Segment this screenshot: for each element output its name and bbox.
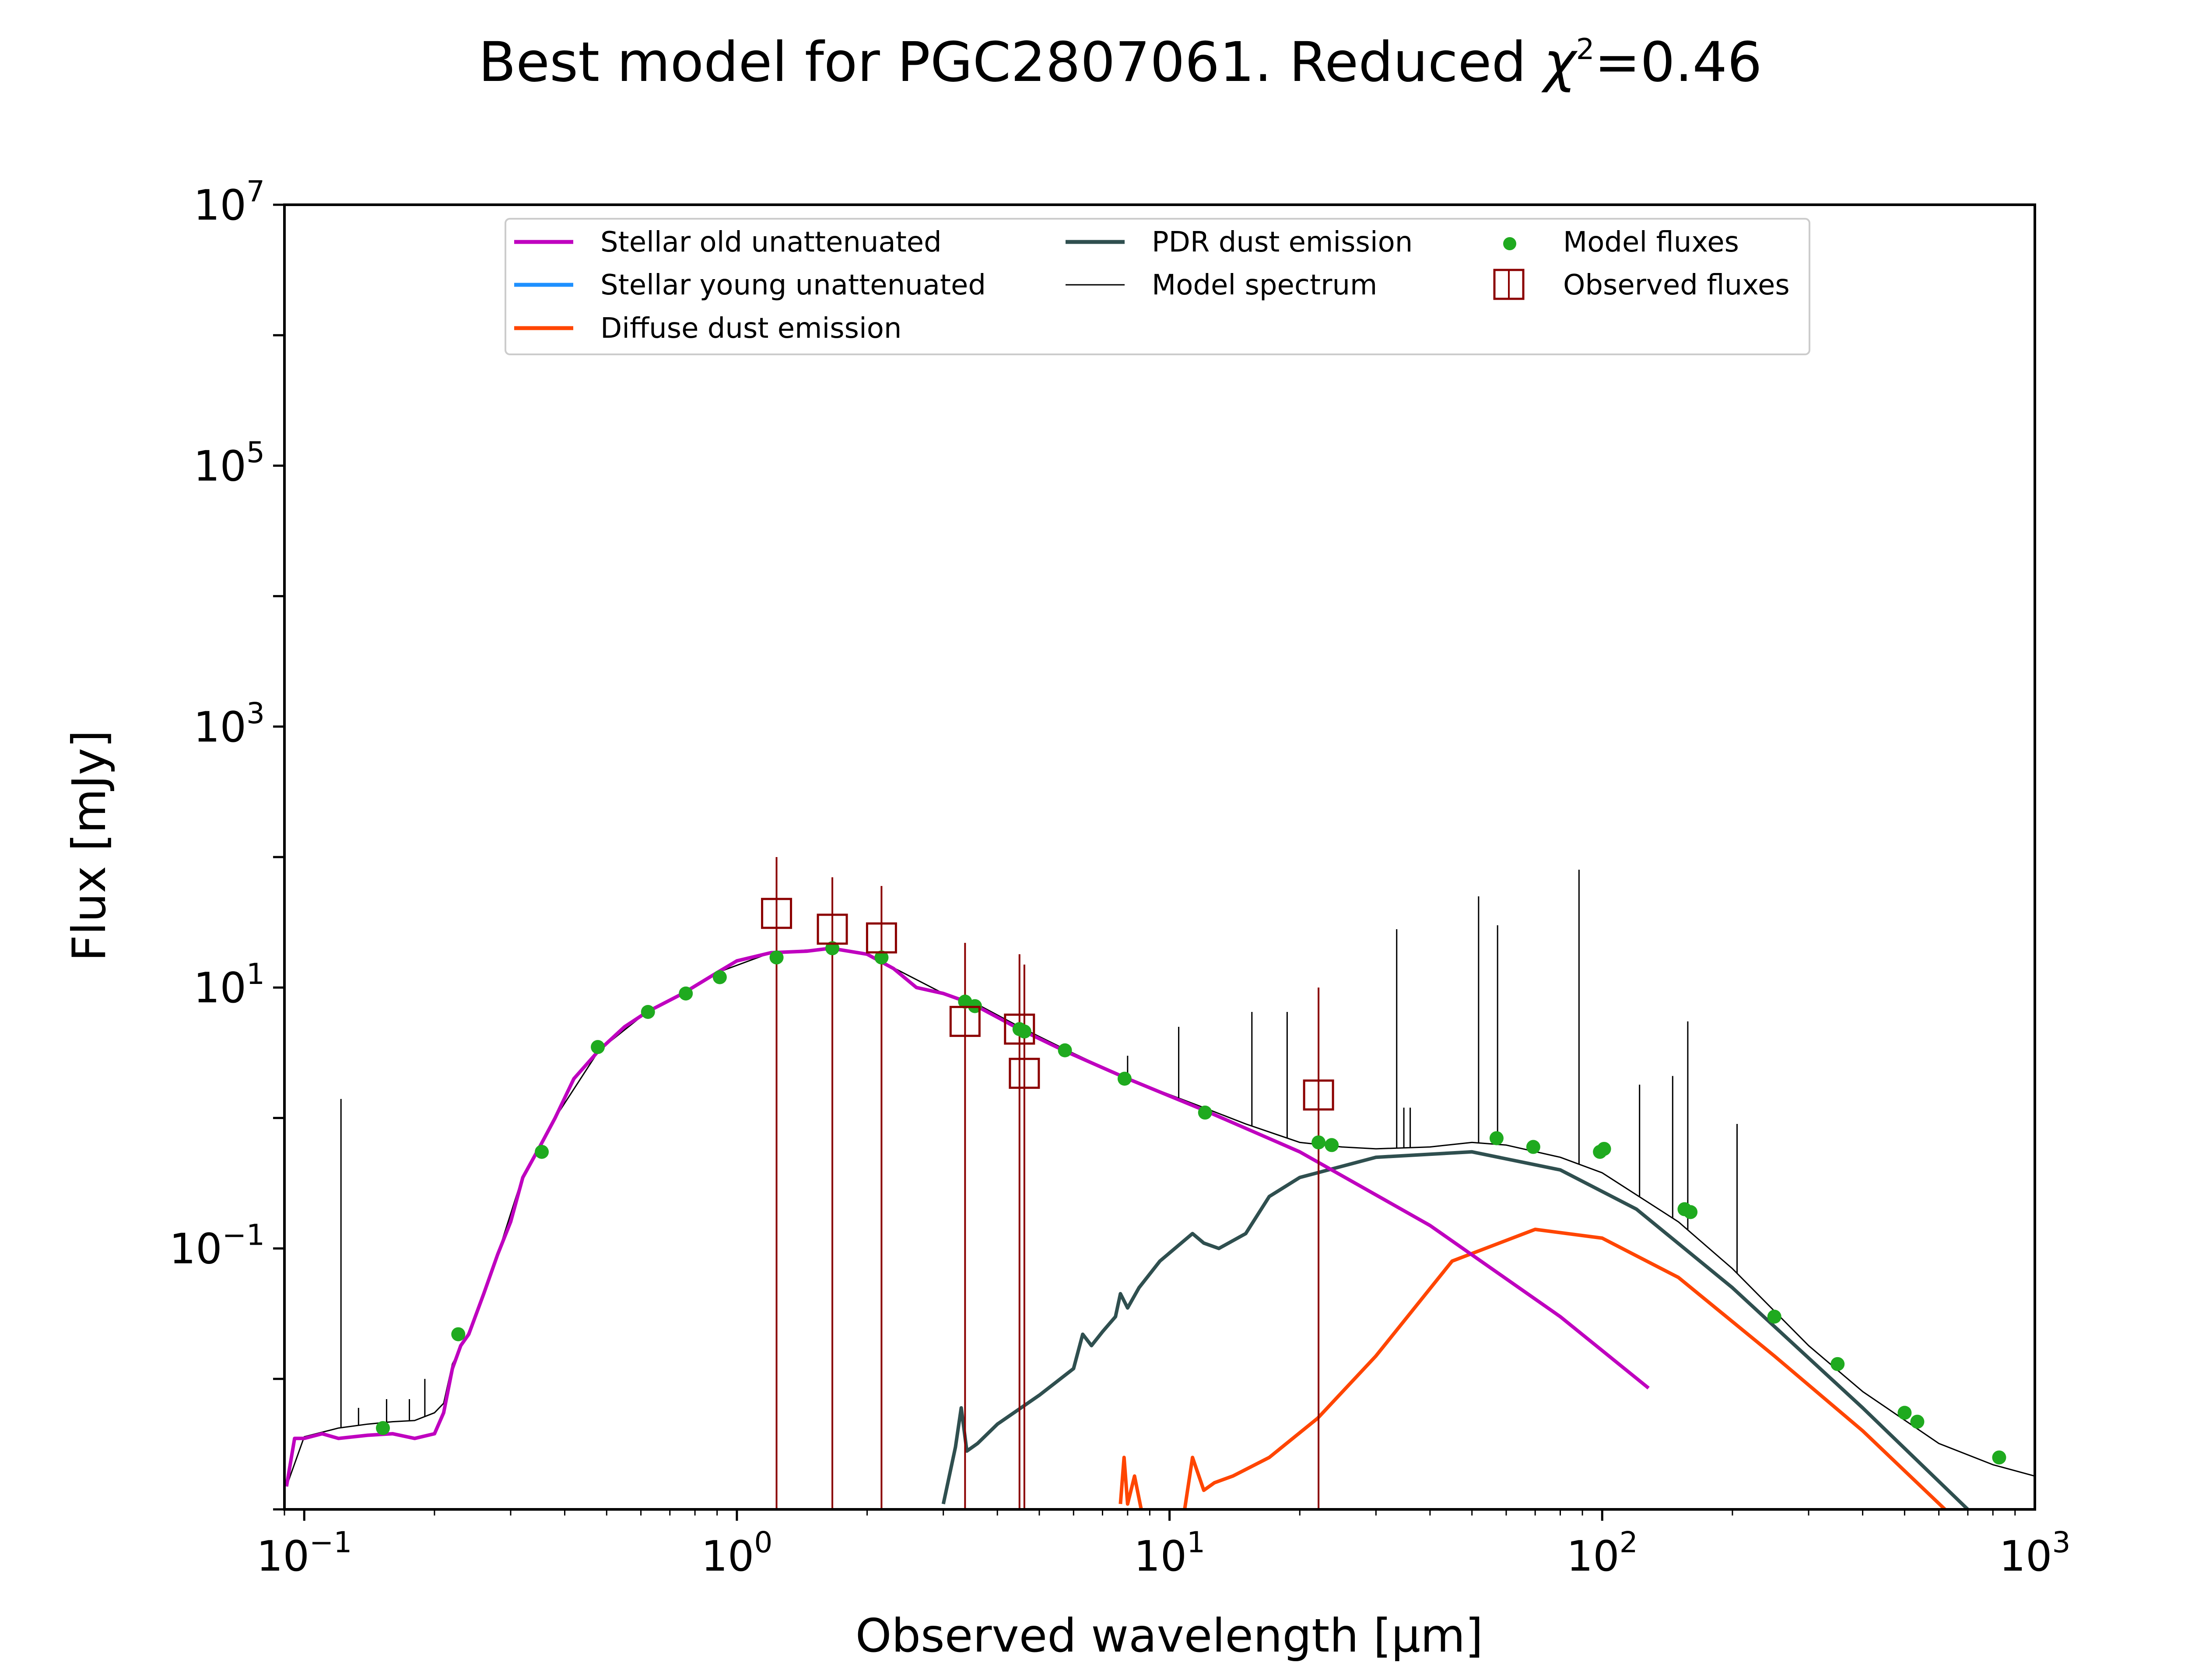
model-flux-point-6 [712,970,727,984]
y-axis-label: Flux [mJy] [63,730,116,962]
y-tick-label-0: 10−1 [169,1218,265,1274]
model-flux-point-9 [874,950,889,965]
x-tick-label-1: 100 [701,1526,772,1581]
model-flux-point-7 [769,950,784,965]
x-tick-label-3: 102 [1567,1526,1638,1581]
x-axis-ticks: 10−1 100 101 102 103 [256,1509,2070,1581]
model-flux-point-15 [1117,1071,1132,1086]
model-flux-point-27 [1897,1406,1912,1420]
model-flux-point-14 [1058,1043,1072,1057]
legend-label-model-fluxes: Model fluxes [1563,226,1739,259]
model-flux-point-13 [1017,1024,1031,1039]
y-tick-label-4: 107 [193,175,265,230]
y-tick-label-1: 101 [193,957,265,1012]
model-flux-point-18 [1325,1138,1339,1152]
model-flux-point-8 [825,941,840,956]
observed-flux-point-4 [1004,1013,1035,1045]
legend-label-model-spectrum: Model spectrum [1152,269,1377,301]
observed-flux-point-1 [817,914,848,945]
y-axis-ticks: 10−1 101 103 105 107 [169,175,284,1511]
observed-flux-point-5 [1009,1057,1040,1089]
legend-label-pdr-dust: PDR dust emission [1152,226,1413,259]
model-flux-point-3 [591,1040,605,1054]
observed-flux-point-0 [761,898,792,929]
x-axis-label: Observed wavelength [μm] [856,1609,1483,1662]
legend-box [505,218,1810,355]
legend-label-stellar-young: Stellar young unattenuated [600,269,986,301]
model-flux-point-28 [1910,1414,1925,1429]
model-flux-point-24 [1683,1205,1698,1219]
x-tick-label-4: 103 [1999,1526,2071,1581]
legend-label-diffuse-dust: Diffuse dust emission [600,312,901,345]
x-tick-label-0: 10−1 [256,1526,352,1581]
model-flux-point-19 [1489,1131,1504,1145]
y-tick-label-2: 103 [193,696,265,752]
legend: Stellar old unattenuated Stellar young u… [505,218,1810,355]
series-line-model-spectrum [286,947,2035,1487]
series-line-diffuse-dust-emission [1119,1228,1946,1509]
model-flux-point-17 [1311,1135,1326,1150]
model-flux-point-29 [1992,1450,2006,1465]
model-flux-point-25 [1767,1309,1781,1324]
legend-swatch-model-fluxes [1503,237,1516,250]
observed-flux-point-3 [949,1006,981,1037]
model-flux-point-22 [1597,1141,1611,1156]
model-flux-point-16 [1198,1106,1212,1120]
model-flux-point-1 [451,1327,466,1341]
model-flux-point-0 [376,1421,390,1435]
observed-flux-point-2 [866,922,897,954]
legend-label-observed-fluxes: Observed fluxes [1563,269,1790,301]
series-line-pdr-dust-emission [941,1150,1969,1509]
model-flux-point-26 [1830,1357,1845,1371]
plot-area [284,857,2035,1509]
model-flux-point-20 [1526,1140,1540,1154]
model-flux-point-5 [679,986,693,1001]
legend-label-stellar-old: Stellar old unattenuated [600,226,942,259]
series-line-stellar-old-unattenuated [284,946,1650,1487]
y-tick-label-3: 105 [193,435,265,490]
observed-flux-point-6 [1303,1079,1334,1111]
chart-title: Best model for PGC2807061. Reduced χ2=0.… [478,31,1762,94]
axes-frame [283,203,2036,1511]
model-flux-point-4 [641,1004,655,1019]
model-flux-point-2 [535,1144,549,1159]
x-tick-label-2: 101 [1134,1526,1205,1581]
